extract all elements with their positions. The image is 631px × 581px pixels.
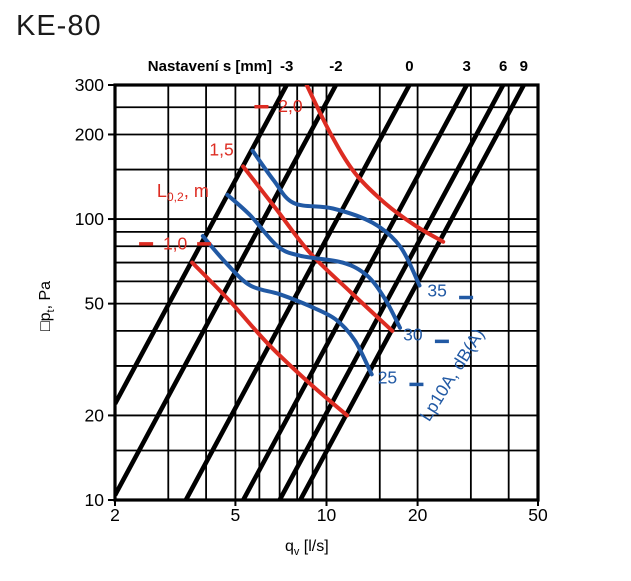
setting-line--2 (115, 85, 338, 497)
sound-curves (200, 148, 422, 377)
y-axis-title-rot: □pt, Pa (37, 281, 57, 331)
throw-labels-label-1,5: 1,5 (209, 140, 233, 160)
sound-series-legend: Lp10A, dB(A) (416, 325, 489, 425)
y-tick-label: 200 (75, 124, 104, 144)
sound-labels-label-25: 25 (378, 367, 397, 387)
x-axis-title-group: qv [l/s] (285, 538, 329, 558)
throw-labels: 1,0 1,5 2,0 (139, 96, 303, 253)
y-axis-title: □pt, Pa (37, 281, 57, 331)
x-tick-label: 20 (408, 505, 428, 525)
sound-labels-label-35: 35 (427, 281, 446, 301)
x-tick-label: 50 (528, 505, 548, 525)
throw-curves-curve-1,0 (190, 260, 350, 418)
throw-curves-curve-1,5 (241, 164, 395, 333)
setting-line-6 (277, 85, 506, 500)
y-tick-label: 300 (75, 75, 104, 95)
setting-line-9 (298, 85, 526, 500)
throw-labels-label-2,0: 2,0 (278, 96, 303, 116)
x-tick-label: 5 (231, 505, 241, 525)
setting-label-9: 9 (520, 58, 528, 75)
sound-labels-label-30: 30 (403, 324, 423, 344)
grid (115, 85, 538, 500)
chart-title: KE-80 (16, 10, 102, 42)
axis-ticks (108, 84, 539, 506)
sound-curves-curve-35 (250, 148, 422, 288)
setting-label-6: 6 (499, 58, 507, 75)
setting-label--2: -2 (329, 58, 342, 75)
setting-label-3: 3 (463, 58, 471, 75)
y-tick-label: 10 (85, 490, 105, 510)
throw-labels-label-1,0: 1,0 (163, 233, 188, 253)
top-axis: Nastavení s [mm] -3 -2 0 3 6 9 (148, 58, 528, 75)
top-axis-title: Nastavení s [mm] (148, 58, 272, 75)
throw-curves (190, 85, 446, 418)
y-tick-label: 50 (85, 294, 105, 314)
y-tick-label: 20 (85, 405, 105, 425)
y-axis-title-group: □pt, Pa (37, 281, 57, 331)
setting-line-0 (183, 85, 412, 500)
throw-curves-curve-2,0 (304, 85, 446, 244)
y-tick-labels: 10 20 50 100 200 300 (75, 75, 104, 510)
x-tick-labels: 2 5 10 20 50 (110, 505, 548, 525)
x-tick-label: 10 (317, 505, 337, 525)
setting-label--3: -3 (280, 58, 293, 75)
setting-lines (115, 85, 526, 500)
sound-curves-curve-25 (200, 234, 374, 377)
setting-line-3 (241, 85, 469, 500)
x-axis-title: qv [l/s] (285, 538, 329, 558)
y-tick-label: 100 (75, 209, 104, 229)
sound-curves-curve-30 (225, 192, 402, 330)
sound-labels: 25 30 35 (378, 281, 474, 387)
setting-label-0: 0 (405, 58, 413, 75)
throw-series-legend: L0,2, m (157, 181, 209, 204)
x-tick-label: 2 (110, 505, 120, 525)
